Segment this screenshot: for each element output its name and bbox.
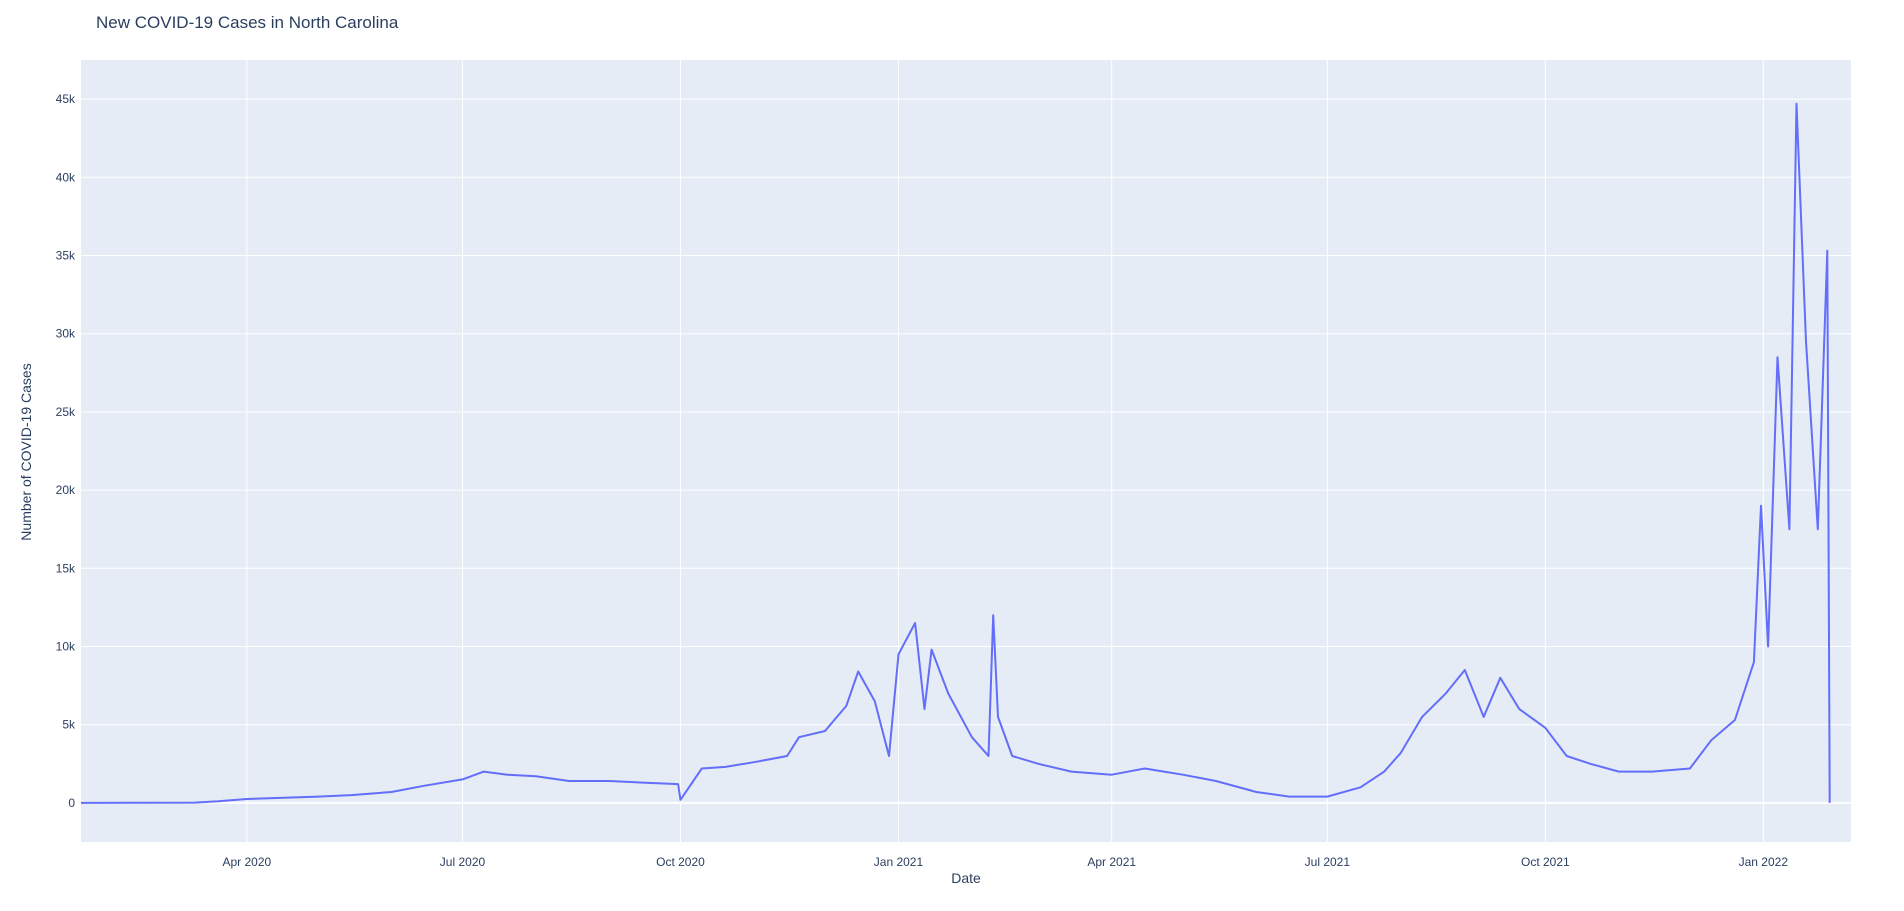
x-tick-label: Jan 2021 [874,855,924,869]
x-tick-label: Oct 2021 [1521,855,1570,869]
x-tick-label: Oct 2020 [656,855,705,869]
y-tick-label: 0 [68,796,75,810]
y-tick-label: 40k [56,170,76,184]
plot-area-background [81,60,1851,842]
y-axis-ticks: 0 5k 10k 15k 20k 25k 30k 35k 40k 45k [56,92,76,810]
chart-title: New COVID-19 Cases in North Carolina [96,13,399,32]
y-tick-label: 35k [56,249,76,263]
series-line-group [80,102,1831,804]
y-tick-label: 10k [56,640,76,654]
grid-lines [81,60,1851,842]
series-line [80,102,1831,804]
x-tick-label: Jul 2021 [1305,855,1351,869]
y-axis-label: Number of COVID-19 Cases [18,363,34,541]
y-tick-label: 45k [56,92,76,106]
x-tick-label: Jan 2022 [1739,855,1789,869]
y-tick-label: 5k [62,718,76,732]
x-axis-ticks: Apr 2020 Jul 2020 Oct 2020 Jan 2021 Apr 2021… [223,855,1789,869]
y-tick-label: 15k [56,561,76,575]
x-tick-label: Apr 2021 [1087,855,1136,869]
x-axis-label: Date [951,870,981,886]
x-tick-label: Apr 2020 [223,855,272,869]
y-tick-label: 25k [56,405,76,419]
x-tick-label: Jul 2020 [440,855,486,869]
y-tick-label: 20k [56,483,76,497]
y-tick-label: 30k [56,327,76,341]
